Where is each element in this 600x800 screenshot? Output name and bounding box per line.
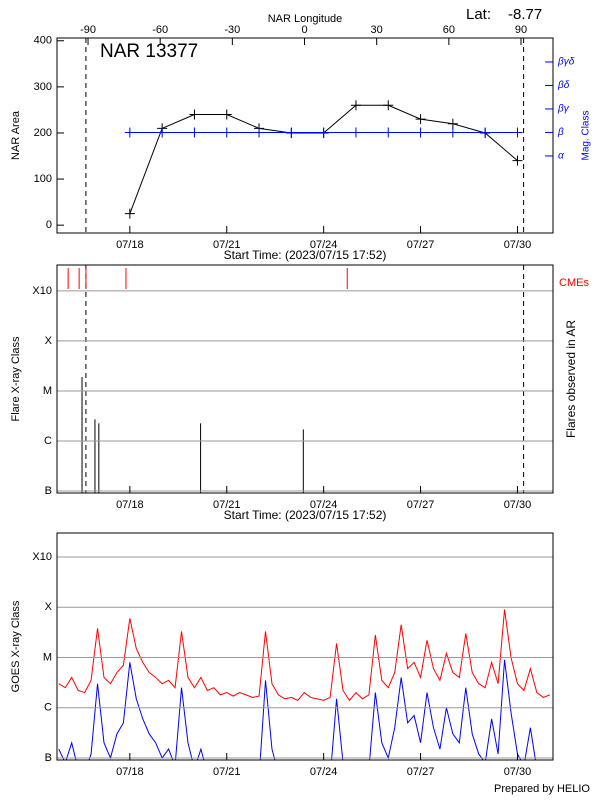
panel: B C M X X10 07/18 07/21 07/24 07/27 07/30 GOES X-r… [10,532,554,778]
x2-tick-label: 60 [443,24,455,36]
annotation: NAR 13377 [100,41,198,62]
y-tick-label: C [44,702,52,714]
y2-axis-label: Flares observed in AR [564,320,578,438]
x-tick-label: 07/21 [213,239,241,251]
x2-tick-label: -90 [80,24,96,36]
plot-area [67,265,525,493]
x-tick-label: 07/24 [310,499,338,511]
x2-tick-label: 30 [371,24,383,36]
y2-tick-label: βγδ [557,57,575,68]
y-tick-label: B [45,485,52,497]
x-tick-label: 07/24 [310,239,338,251]
x-tick-label: 07/30 [504,499,532,511]
y-axis-label: Flare X-ray Class [10,336,22,421]
y-tick-label: 400 [34,35,52,47]
x-axis-label: Start Time: (2023/07/15 17:52) [224,508,387,522]
y2-tick-label: β [557,127,564,138]
plot-frame [56,532,554,761]
point-marker [512,155,523,166]
y-axis-label: GOES X-ray Class [10,600,22,692]
x-tick-label: 07/27 [407,499,435,511]
plot-area [85,38,525,233]
plot-frame [56,264,554,494]
y2-tick-label: α [558,151,564,162]
y-tick-label: X10 [32,551,52,563]
x-tick-label: 07/21 [213,766,241,778]
y-tick-label: 300 [34,81,52,93]
x-axis-label: Start Time: (2023/07/15 17:52) [224,248,387,262]
y-tick-label: B [45,752,52,764]
series-line [58,659,536,760]
x-tick-label: 07/21 [213,499,241,511]
x-tick-label: 07/18 [116,499,144,511]
y-tick-label: 200 [34,127,52,139]
x2-axis-label: NAR Longitude [268,13,343,25]
y-tick-label: M [43,651,52,663]
series-line [58,609,550,702]
y2-tick-label: βδ [557,80,570,91]
plot-frame [56,37,554,234]
x2-tick-label: -60 [152,24,168,36]
y-tick-label: 0 [46,219,52,231]
x-tick-label: 07/30 [504,239,532,251]
footer: Prepared by HELIO [494,783,590,795]
y-tick-label: X10 [32,285,52,297]
y-tick-label: C [44,435,52,447]
x-tick-label: 07/27 [407,239,435,251]
series-line [129,104,518,214]
lat-value: -8.77 [508,6,542,23]
y-axis-label: NAR Area [10,110,22,160]
cme-label: CMEs [559,277,589,289]
y-tick-label: X [45,335,53,347]
x2-tick-label: 90 [515,24,527,36]
panel: B C M X X10 07/18 07/21 07/24 07/27 07/30 Start Ti… [10,264,589,522]
x2-tick-label: 0 [301,24,307,36]
x-tick-label: 07/24 [310,766,338,778]
x-tick-label: 07/18 [116,239,144,251]
y-tick-label: M [43,385,52,397]
x-tick-label: 07/30 [504,766,532,778]
y2-axis-label: Mag. Class [581,110,592,160]
y2-tick-label: βγ [557,104,570,115]
x2-tick-label: -30 [224,24,240,36]
x-tick-label: 07/18 [116,766,144,778]
y-tick-label: X [45,601,53,613]
y-tick-label: 100 [34,173,52,185]
x-tick-label: 07/27 [407,766,435,778]
lat-label: Lat: [466,6,491,23]
